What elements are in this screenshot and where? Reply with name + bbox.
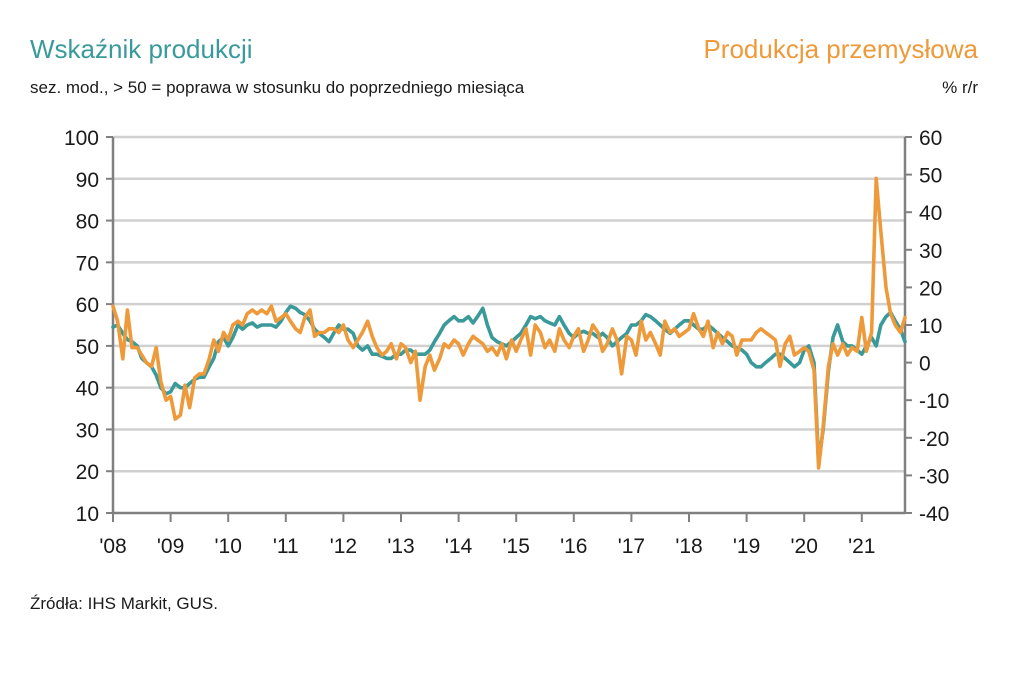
right-y-tick-label: -20 bbox=[919, 428, 949, 451]
left-y-tick-label: 100 bbox=[64, 127, 99, 150]
left-y-tick-label: 40 bbox=[76, 378, 99, 401]
x-tick-label: '18 bbox=[675, 535, 702, 558]
left-y-tick-label: 80 bbox=[76, 211, 99, 234]
x-tick-label: '09 bbox=[157, 535, 184, 558]
right-y-tick-label: 0 bbox=[919, 353, 931, 376]
source-note: Źródła: IHS Markit, GUS. bbox=[30, 594, 218, 613]
right-y-tick-label: 30 bbox=[919, 240, 942, 263]
right-axis-unit: % r/r bbox=[942, 78, 978, 97]
left-y-tick-label: 70 bbox=[76, 252, 99, 275]
right-y-tick-label: 60 bbox=[919, 127, 942, 150]
x-tick-label: '19 bbox=[733, 535, 760, 558]
right-y-tick-label: 40 bbox=[919, 202, 942, 225]
left-y-tick-label: 30 bbox=[76, 419, 99, 442]
right-y-tick-label: 10 bbox=[919, 315, 942, 338]
x-tick-label: '17 bbox=[618, 535, 645, 558]
left-axis-subtitle: sez. mod., > 50 = poprawa w stosunku do … bbox=[30, 78, 525, 97]
x-tick-label: '10 bbox=[215, 535, 242, 558]
right-y-tick-label: -10 bbox=[919, 390, 949, 413]
left-y-tick-label: 20 bbox=[76, 461, 99, 484]
left-y-tick-label: 10 bbox=[76, 503, 99, 526]
x-tick-label: '11 bbox=[273, 535, 299, 558]
x-tick-label: '15 bbox=[503, 535, 530, 558]
left-y-tick-label: 60 bbox=[76, 294, 99, 317]
right-y-tick-label: 50 bbox=[919, 165, 942, 188]
left-series-title: Wskaźnik produkcji bbox=[30, 34, 253, 64]
left-y-tick-label: 50 bbox=[76, 336, 99, 359]
x-tick-label: '08 bbox=[99, 535, 126, 558]
right-series-title: Produkcja przemysłowa bbox=[703, 34, 978, 64]
x-tick-label: '14 bbox=[445, 535, 473, 558]
x-tick-label: '16 bbox=[560, 535, 587, 558]
series-line-produkcja-przemyslowa bbox=[111, 176, 907, 470]
x-tick-label: '20 bbox=[791, 535, 818, 558]
right-y-tick-label: 20 bbox=[919, 277, 942, 300]
left-y-tick-label: 90 bbox=[76, 169, 99, 192]
right-y-tick-label: -30 bbox=[919, 465, 949, 488]
x-tick-label: '13 bbox=[387, 535, 414, 558]
x-tick-label: '21 bbox=[848, 535, 875, 558]
right-y-tick-label: -40 bbox=[919, 503, 949, 526]
x-tick-label: '12 bbox=[330, 535, 357, 558]
